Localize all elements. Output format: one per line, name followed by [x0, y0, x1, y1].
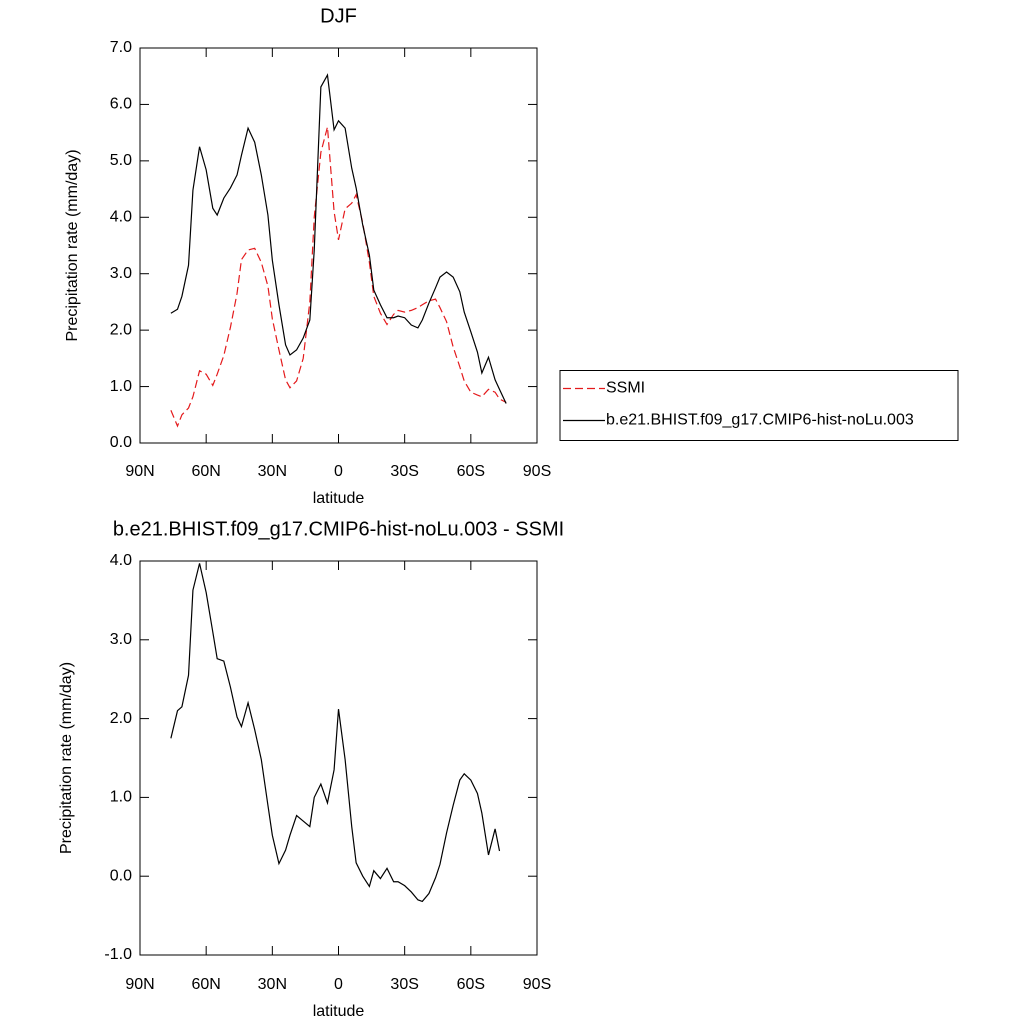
- y-tick-label: 3.0: [110, 265, 132, 282]
- y-tick-label: 4.0: [110, 552, 132, 569]
- x-axis-label: latitude: [313, 1003, 365, 1020]
- x-tick-label: 30N: [258, 463, 287, 480]
- x-tick-label: 60S: [457, 463, 485, 480]
- y-tick-label: 4.0: [110, 209, 132, 226]
- x-tick-label: 30S: [390, 976, 418, 993]
- legend-label: b.e21.BHIST.f09_g17.CMIP6-hist-noLu.003: [606, 412, 914, 429]
- x-axis-label: latitude: [313, 490, 365, 507]
- plot-frame: [139, 560, 538, 956]
- x-tick-label: 30S: [390, 463, 418, 480]
- series-line: [170, 126, 507, 428]
- legend-label: SSMI: [606, 380, 645, 397]
- y-tick-label: 6.0: [110, 96, 132, 113]
- x-tick-label: 90S: [523, 463, 551, 480]
- legend-box: [559, 370, 959, 441]
- x-tick-label: 30N: [258, 976, 287, 993]
- series-line: [170, 563, 501, 903]
- x-tick-label: 90N: [125, 976, 154, 993]
- y-tick-label: 2.0: [110, 321, 132, 338]
- legend: SSMI b.e21.BHIST.f09_g17.CMIP6-hist-noLu.…: [559, 370, 959, 441]
- x-tick-label: 90S: [523, 976, 551, 993]
- y-tick-label: -1.0: [104, 946, 132, 963]
- chart-title: DJF: [320, 5, 357, 27]
- panel: b.e21.BHIST.f09_g17.CMIP6-hist-noLu.003 …: [58, 518, 564, 1020]
- series-line: [170, 73, 507, 404]
- y-tick-label: 1.0: [110, 378, 132, 395]
- x-tick-label: 0: [334, 463, 343, 480]
- y-tick-label: 1.0: [110, 789, 132, 806]
- x-tick-label: 60S: [457, 976, 485, 993]
- chart-title: b.e21.BHIST.f09_g17.CMIP6-hist-noLu.003 …: [113, 518, 564, 540]
- x-tick-label: 60N: [191, 463, 220, 480]
- plot-frame: [139, 47, 538, 444]
- panel: DJF 0.0 1.0 2.0 3.0 4.0 5.0 6.0 7.0 90N 60N 30N 0 30S…: [64, 5, 959, 507]
- y-tick-label: 2.0: [110, 710, 132, 727]
- y-axis-label: Precipitation rate (mm/day): [64, 149, 81, 341]
- y-tick-label: 5.0: [110, 152, 132, 169]
- y-tick-label: 0.0: [110, 434, 132, 451]
- x-tick-label: 90N: [125, 463, 154, 480]
- y-axis-label: Precipitation rate (mm/day): [58, 662, 75, 854]
- y-tick-label: 7.0: [110, 39, 132, 56]
- y-tick-label: 3.0: [110, 631, 132, 648]
- x-tick-label: 0: [334, 976, 343, 993]
- y-tick-label: 0.0: [110, 867, 132, 884]
- x-tick-label: 60N: [191, 976, 220, 993]
